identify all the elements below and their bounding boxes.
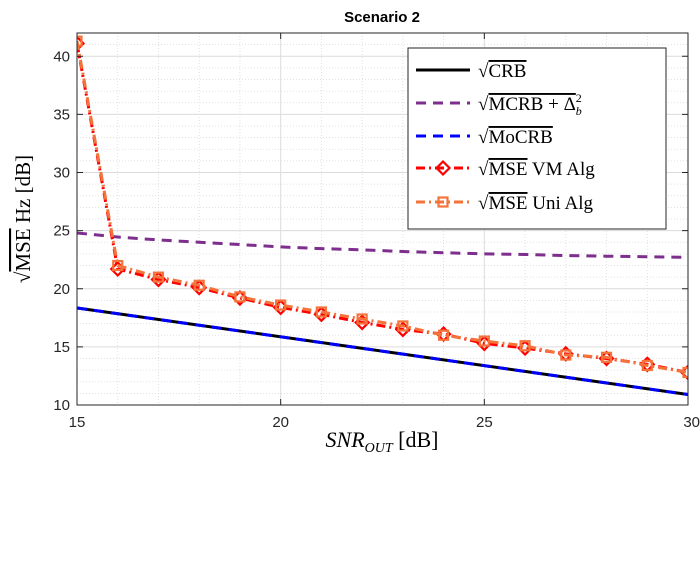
chart-title: Scenario 2 [344,9,420,26]
legend-marker-3 [434,159,452,177]
legend-entry-4: √MSE Uni Alg [416,193,593,214]
data-point-4 [641,359,653,372]
data-point-4 [600,351,613,363]
y-tick-label: 40 [53,48,70,65]
data-point-4 [315,306,327,318]
y-tick-label: 10 [53,397,70,414]
svg-text:SNROUT [dB]: SNROUT [dB] [326,427,439,456]
x-axis-label: SNROUT [dB] [326,427,439,456]
series-4 [77,35,688,379]
series-1 [77,231,688,259]
data-point-4 [275,299,287,311]
y-tick-label: 25 [53,223,70,240]
data-point-4 [356,313,368,325]
data-point-4 [152,271,165,283]
ticks-layer [76,33,689,406]
y-axis-label: √MSE Hz [dB] [11,155,35,283]
y-tick-label: 20 [53,281,70,298]
y-tick-label: 35 [53,106,70,123]
legend-label-0: √CRB [478,61,526,82]
data-point-4 [560,349,572,361]
x-tick-label: 25 [476,414,493,431]
series-2 [77,306,688,397]
x-tick-label: 30 [683,414,700,431]
data-point-4 [397,320,409,332]
series-line-1 [77,231,688,259]
legend-entry-0: √CRB [416,61,526,82]
legend-marker-4 [437,196,449,208]
y-tick-label: 30 [53,165,70,182]
x-tick-label: 15 [69,414,86,431]
y-tick-label: 15 [53,339,70,356]
legend-label-2: √MoCRB [478,127,553,148]
legend-entry-3: √MSE VM Alg [416,159,595,180]
legend: √CRB √MCRB + Δb2 √MoCRB √MSE VM Alg √MSE Uni… [407,47,667,230]
series-line-4 [77,40,688,374]
data-point-4 [112,259,124,272]
legend-label-4: √MSE Uni Alg [478,193,593,214]
data-point-4 [519,340,531,352]
plot-frame [76,32,689,406]
x-tick-label: 20 [272,414,289,431]
svg-text:√MSE Hz [dB]: √MSE Hz [dB] [11,155,35,283]
series-layer [77,35,688,397]
legend-label-3: √MSE VM Alg [478,159,595,180]
data-point-4 [478,335,490,347]
data-point-4 [234,291,246,303]
legend-label-1: √MCRB + Δb2 [478,91,582,118]
data-point-4 [77,35,83,47]
legend-entry-2: √MoCRB [416,127,553,148]
series-line-2 [77,306,688,397]
data-point-4 [438,329,450,341]
data-point-4 [682,366,688,379]
legend-entry-1: √MCRB + Δb2 [416,91,582,118]
legend-box [407,47,667,230]
data-point-4 [193,279,205,291]
